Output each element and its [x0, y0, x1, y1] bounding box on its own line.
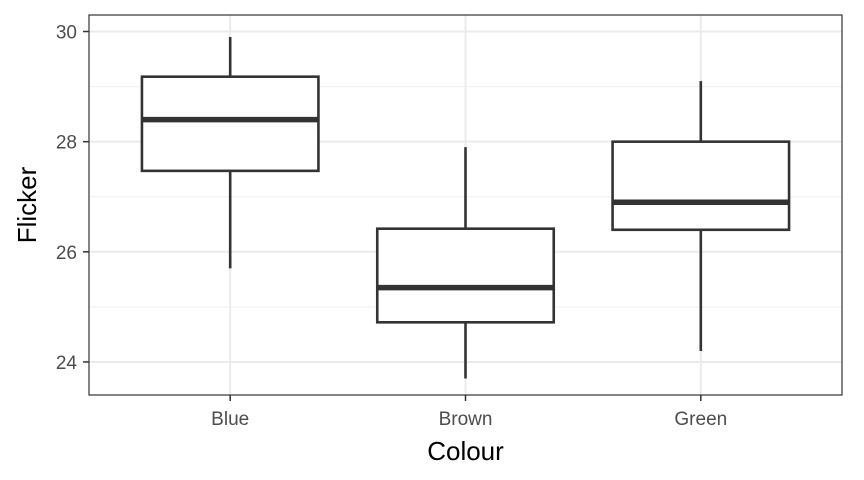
boxes [140, 37, 791, 379]
axes: 24 26 28 30 Blue Brown Green [56, 23, 727, 430]
y-tick-label: 24 [56, 353, 78, 374]
box-blue [140, 75, 320, 173]
x-axis-title: Colour [427, 436, 504, 466]
x-tick-label-green: Green [674, 409, 727, 430]
y-axis-title: Flicker [12, 166, 42, 243]
y-tick-label: 26 [56, 243, 77, 264]
x-tick-label-brown: Brown [439, 409, 493, 430]
x-tick-label-blue: Blue [211, 409, 249, 430]
y-tick-label: 30 [56, 23, 77, 44]
y-tick-label: 28 [56, 133, 77, 154]
box-brown [375, 227, 556, 324]
box-green [611, 140, 791, 232]
